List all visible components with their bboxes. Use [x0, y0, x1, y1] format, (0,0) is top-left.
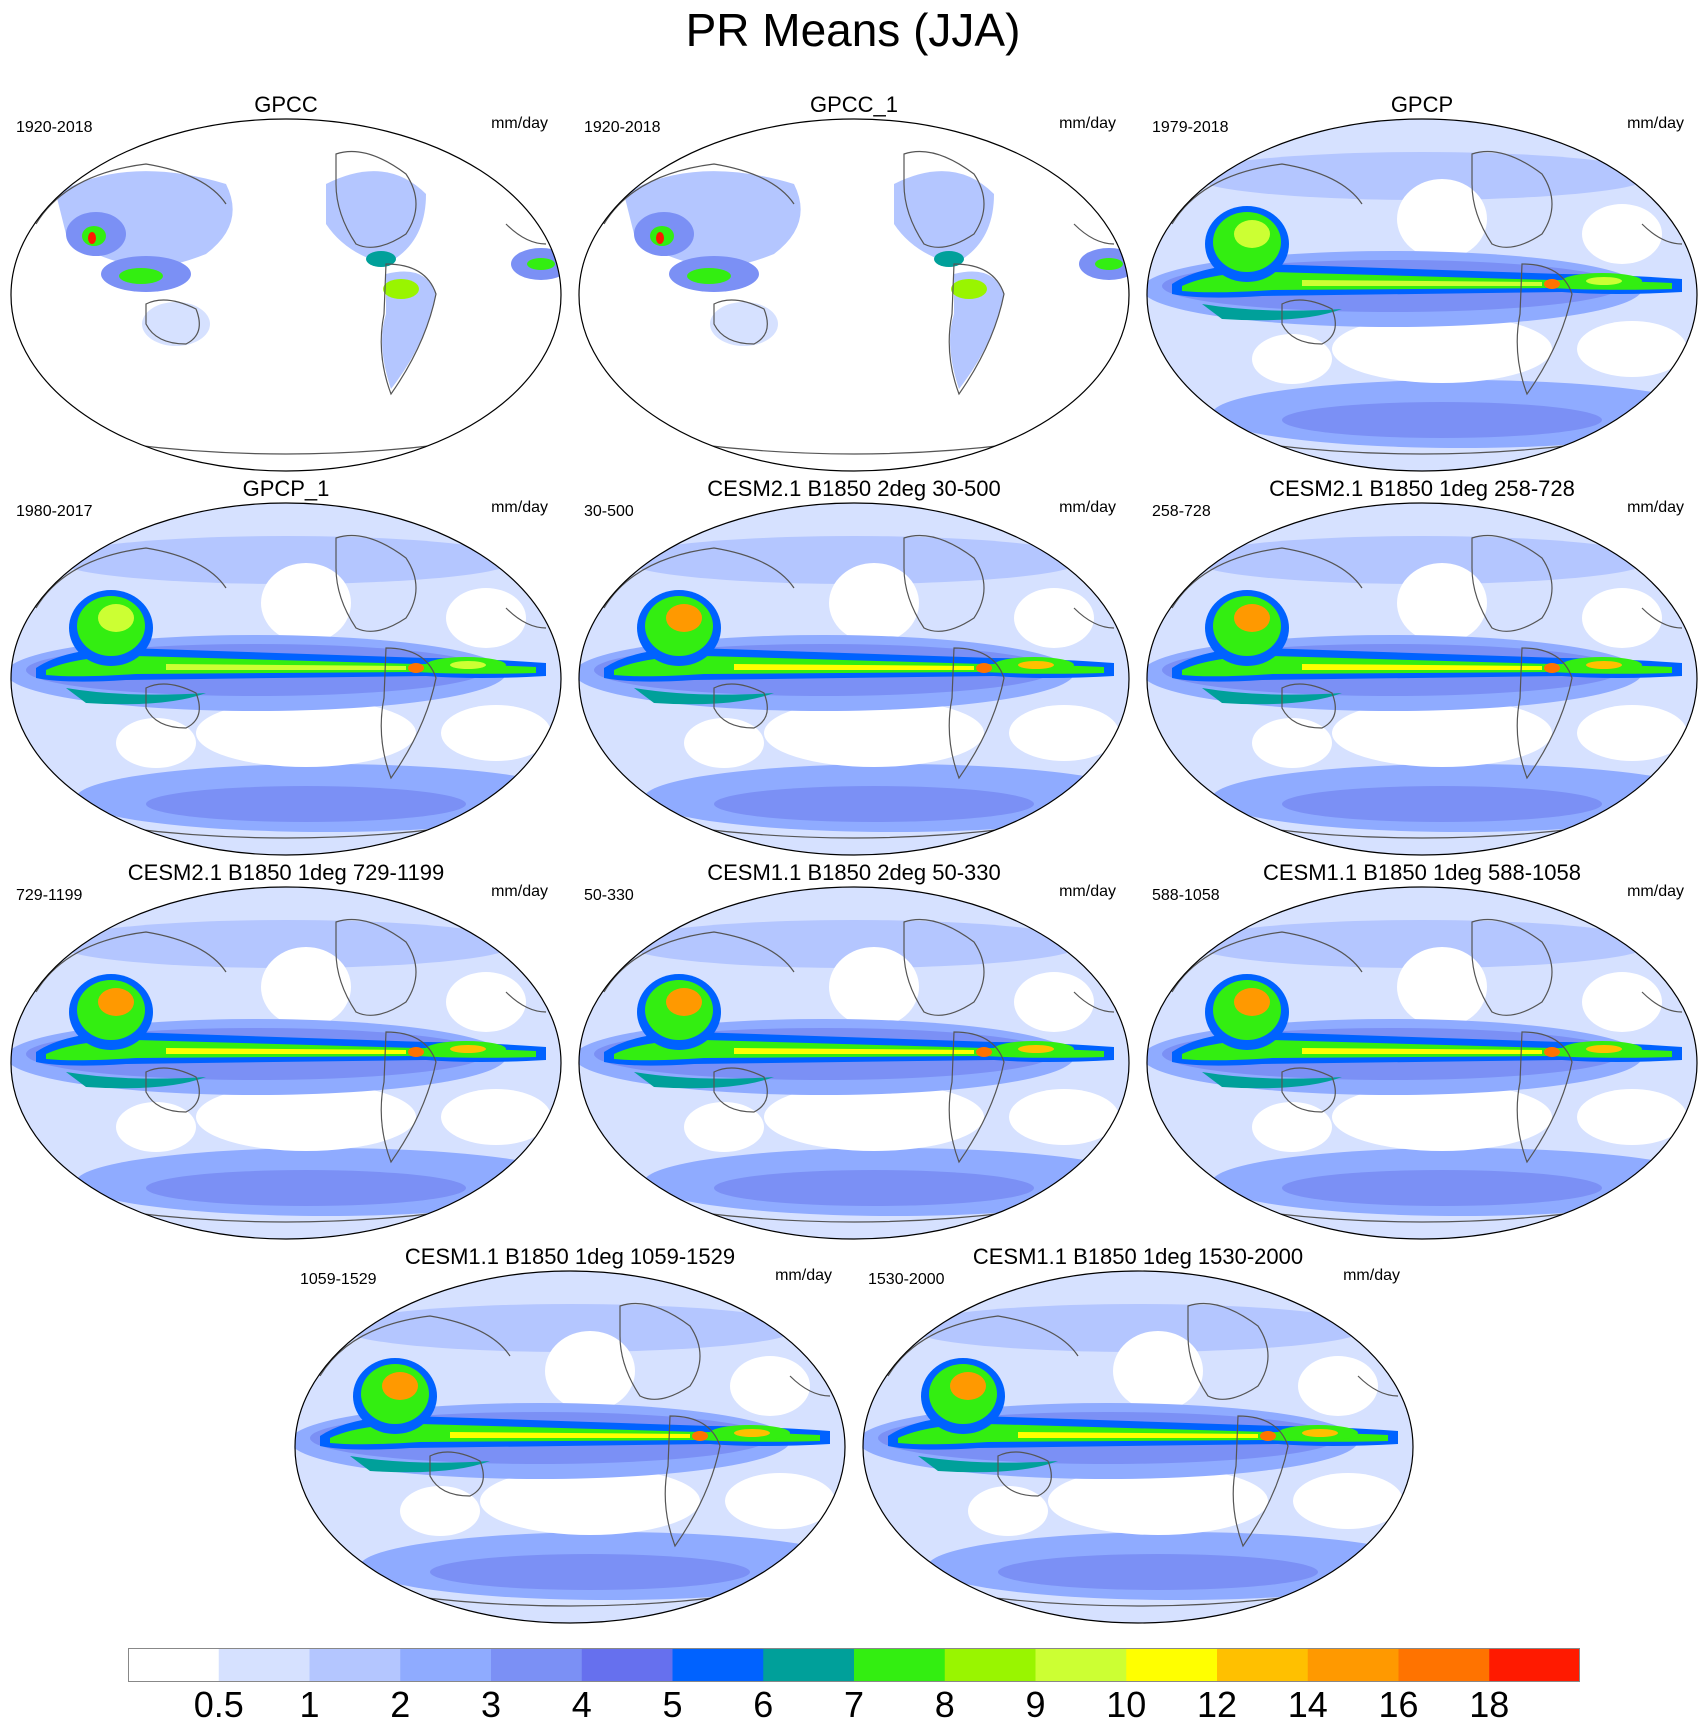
colorbar-swatch	[400, 1648, 492, 1682]
figure-title: PR Means (JJA)	[685, 4, 1021, 56]
colorbar-label: 12	[1196, 1684, 1238, 1725]
colorbar-swatch	[1126, 1648, 1218, 1682]
colorbar-label: 16	[1378, 1684, 1419, 1725]
map-panel: GPCP_1 1980-2017 mm/day	[6, 476, 566, 856]
panel-units: mm/day	[491, 115, 548, 132]
precipitation-map	[1146, 118, 1698, 472]
panel-units: mm/day	[1059, 115, 1116, 132]
panel-years: 50-330	[584, 887, 634, 904]
panel-years: 30-500	[584, 503, 634, 520]
panel-units: mm/day	[1627, 499, 1684, 516]
precipitation-map	[578, 118, 1130, 472]
colorbar-label: 7	[843, 1684, 865, 1725]
colorbar	[128, 1648, 1580, 1682]
panel-title: CESM1.1 B1850 1deg 588-1058	[1262, 860, 1581, 885]
panel-title: CESM1.1 B1850 2deg 50-330	[707, 860, 1001, 885]
colorbar-label: 5	[662, 1684, 683, 1725]
colorbar-label: 4	[571, 1684, 592, 1725]
panel-title: GPCP	[1390, 92, 1454, 117]
colorbar-swatch	[218, 1648, 310, 1682]
panel-years: 1980-2017	[16, 503, 93, 520]
map-panel: GPCP 1979-2018 mm/day	[1142, 92, 1702, 472]
precipitation-map	[578, 502, 1130, 856]
colorbar-swatch	[128, 1648, 220, 1682]
colorbar-label: 0.5	[193, 1684, 244, 1725]
colorbar-label: 10	[1106, 1684, 1147, 1725]
colorbar-swatch	[1489, 1648, 1580, 1682]
colorbar-label: 3	[480, 1684, 502, 1725]
colorbar-swatch	[763, 1648, 855, 1682]
panel-title: GPCC_1	[809, 92, 899, 117]
precipitation-map	[10, 118, 562, 472]
colorbar-label: 6	[753, 1684, 774, 1725]
panel-title: CESM1.1 B1850 1deg 1530-2000	[972, 1244, 1304, 1269]
panel-years: 1920-2018	[16, 119, 93, 136]
panel-units: mm/day	[491, 883, 548, 900]
map-panel: GPCC_1 1920-2018 mm/day	[574, 92, 1134, 472]
colorbar-labels: 0.5 1 2 3 4 5 6 7 8 9 10 12 14 16 18	[0, 1685, 1706, 1727]
panel-title: GPCC	[254, 92, 318, 117]
colorbar-swatch	[1398, 1648, 1490, 1682]
colorbar-swatch	[491, 1648, 583, 1682]
colorbar-label: 1	[299, 1684, 320, 1725]
panel-units: mm/day	[1627, 115, 1684, 132]
colorbar-swatch	[309, 1648, 401, 1682]
precipitation-map	[1146, 886, 1698, 1240]
panel-title: GPCP_1	[242, 476, 330, 501]
panel-title: CESM1.1 B1850 1deg 1059-1529	[404, 1244, 736, 1269]
colorbar-swatch	[854, 1648, 946, 1682]
panel-title: CESM2.1 B1850 2deg 30-500	[707, 476, 1001, 501]
colorbar-label: 8	[934, 1684, 955, 1725]
precipitation-map	[1146, 502, 1698, 856]
precipitation-map	[10, 886, 562, 1240]
panel-years: 258-728	[1152, 503, 1211, 520]
colorbar-label: 18	[1469, 1684, 1510, 1725]
precipitation-map	[862, 1270, 1414, 1624]
panel-units: mm/day	[775, 1267, 832, 1284]
panel-title: CESM2.1 B1850 1deg 729-1199	[127, 860, 445, 885]
colorbar-swatch	[1307, 1648, 1399, 1682]
map-panel: CESM1.1 B1850 1deg 588-1058 588-1058 mm/da…	[1142, 860, 1702, 1240]
panel-units: mm/day	[1059, 499, 1116, 516]
panel-units: mm/day	[1627, 883, 1684, 900]
panel-years: 1920-2018	[584, 119, 661, 136]
map-panel: CESM2.1 B1850 1deg 258-728 258-728 mm/day	[1142, 476, 1702, 856]
panel-title: CESM2.1 B1850 1deg 258-728	[1269, 476, 1575, 501]
colorbar-label: 9	[1025, 1684, 1046, 1725]
map-panel: CESM1.1 B1850 1deg 1530-2000 1530-2000 mm/…	[858, 1244, 1418, 1624]
colorbar-label: 2	[390, 1684, 411, 1725]
map-panel: CESM2.1 B1850 1deg 729-1199 729-1199 mm/da…	[6, 860, 566, 1240]
colorbar-swatch	[944, 1648, 1036, 1682]
panel-units: mm/day	[1059, 883, 1116, 900]
precipitation-map	[578, 886, 1130, 1240]
colorbar-swatch	[581, 1648, 673, 1682]
precipitation-map	[10, 502, 562, 856]
precipitation-map	[294, 1270, 846, 1624]
colorbar-swatch	[1035, 1648, 1127, 1682]
map-panel: GPCC 1920-2018 mm/day	[6, 92, 566, 472]
map-panel: CESM1.1 B1850 2deg 50-330 50-330 mm/day	[574, 860, 1134, 1240]
colorbar-label: 14	[1287, 1684, 1328, 1725]
panel-years: 588-1058	[1152, 887, 1220, 904]
colorbar-swatch	[1217, 1648, 1309, 1682]
panel-years: 1979-2018	[1152, 119, 1229, 136]
map-panel: CESM1.1 B1850 1deg 1059-1529 1059-1529 mm/…	[290, 1244, 850, 1624]
panel-years: 1059-1529	[300, 1271, 377, 1288]
map-panel: CESM2.1 B1850 2deg 30-500 30-500 mm/day	[574, 476, 1134, 856]
panel-units: mm/day	[491, 499, 548, 516]
panel-years: 729-1199	[16, 887, 83, 904]
colorbar-swatch	[672, 1648, 764, 1682]
panel-years: 1530-2000	[868, 1271, 945, 1288]
panel-units: mm/day	[1343, 1267, 1400, 1284]
